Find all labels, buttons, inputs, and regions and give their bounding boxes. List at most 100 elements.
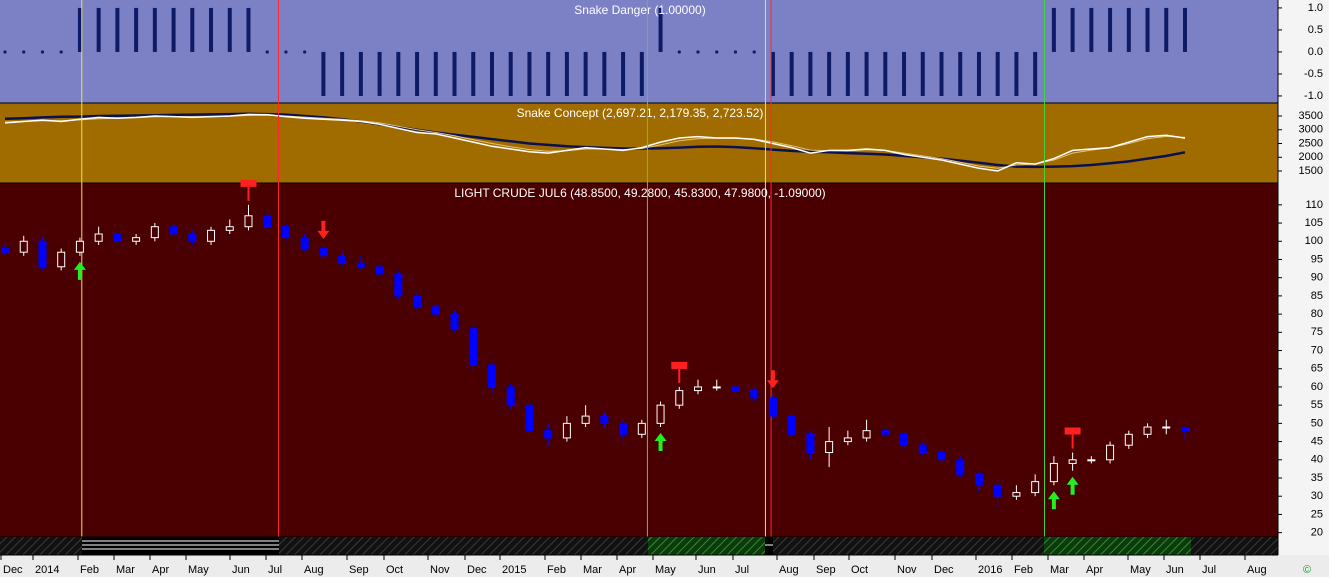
candle-body bbox=[974, 473, 983, 486]
danger-bar bbox=[77, 7, 82, 52]
danger-bar bbox=[1126, 7, 1131, 52]
danger-dot bbox=[3, 50, 7, 54]
danger-bar bbox=[864, 51, 869, 96]
candle-body bbox=[394, 273, 403, 297]
candle-body bbox=[469, 328, 478, 366]
candle-body bbox=[75, 240, 84, 253]
y-tick-label: -0.5 bbox=[1304, 68, 1323, 80]
danger-bar bbox=[639, 51, 644, 96]
danger-bar bbox=[190, 7, 195, 52]
danger-bar bbox=[321, 51, 326, 96]
y-tick-label: 3500 bbox=[1299, 110, 1323, 122]
candle-body bbox=[506, 386, 515, 406]
y-tick-label: 30 bbox=[1311, 490, 1323, 502]
candle-body bbox=[881, 430, 890, 435]
x-tick-label: Sep bbox=[349, 564, 369, 576]
exit-box bbox=[240, 179, 257, 187]
danger-bar bbox=[1033, 51, 1038, 96]
candle-body bbox=[38, 240, 47, 268]
danger-bar bbox=[658, 7, 663, 52]
danger-bar bbox=[134, 7, 139, 52]
candle-body bbox=[1106, 444, 1115, 461]
exit-flag bbox=[240, 179, 257, 201]
danger-bar bbox=[1182, 7, 1187, 52]
candle-body bbox=[94, 233, 103, 242]
concept-line bbox=[4, 113, 1186, 172]
danger-bar bbox=[115, 7, 120, 52]
x-tick-label: Mar bbox=[1050, 564, 1069, 576]
candle-body bbox=[225, 226, 234, 231]
danger-dot bbox=[22, 50, 26, 54]
candle-body bbox=[937, 452, 946, 461]
candle-body bbox=[768, 397, 777, 417]
candle-body bbox=[862, 430, 871, 439]
candle-body bbox=[431, 306, 440, 315]
danger-dot bbox=[696, 50, 700, 54]
y-tick-label: 50 bbox=[1311, 417, 1323, 429]
panel-title: Snake Concept (2,697.21, 2,179.35, 2,723… bbox=[517, 106, 764, 120]
x-tick-label: Dec bbox=[3, 564, 23, 576]
danger-dot bbox=[752, 50, 756, 54]
danger-bar bbox=[1164, 7, 1169, 52]
x-tick-label: Jul bbox=[268, 564, 282, 576]
danger-bar bbox=[808, 51, 813, 96]
danger-bar bbox=[1089, 7, 1094, 52]
candle-body bbox=[1124, 433, 1133, 446]
danger-bar bbox=[920, 51, 925, 96]
candle-body bbox=[1068, 459, 1077, 464]
candle-body bbox=[19, 240, 28, 253]
candle-body bbox=[562, 422, 571, 439]
candle-body bbox=[900, 433, 909, 446]
strip-segment bbox=[648, 537, 765, 555]
x-tick-label: Feb bbox=[80, 564, 99, 576]
y-tick-label: 60 bbox=[1311, 381, 1323, 393]
candle-body bbox=[712, 386, 721, 389]
strip-segment bbox=[765, 537, 773, 555]
danger-bar bbox=[96, 7, 101, 52]
candle-body bbox=[694, 386, 703, 392]
candle-body bbox=[450, 313, 459, 330]
state-strip bbox=[0, 537, 1278, 555]
y-tick-label: 65 bbox=[1311, 363, 1323, 375]
exit-box bbox=[671, 361, 688, 369]
danger-dot bbox=[59, 50, 63, 54]
candle-body bbox=[637, 422, 646, 435]
x-tick-label: Feb bbox=[1014, 564, 1033, 576]
candle-body bbox=[1049, 462, 1058, 483]
y-tick-label: 3000 bbox=[1299, 124, 1323, 136]
x-tick-label: Mar bbox=[116, 564, 135, 576]
candle-body bbox=[338, 255, 347, 264]
concept-line bbox=[4, 112, 1186, 169]
y-tick-label: 90 bbox=[1311, 272, 1323, 284]
strip-segment bbox=[1044, 537, 1191, 555]
danger-bar bbox=[939, 51, 944, 96]
candle-body bbox=[993, 484, 1002, 497]
x-tick-label: Aug bbox=[304, 564, 324, 576]
danger-dot bbox=[284, 50, 288, 54]
x-tick-label: May bbox=[188, 564, 209, 576]
danger-bar bbox=[995, 51, 1000, 96]
y-tick-label: 85 bbox=[1311, 290, 1323, 302]
sell-arrow bbox=[317, 220, 330, 239]
danger-bar bbox=[564, 51, 569, 96]
y-tick-label: 100 bbox=[1305, 235, 1323, 247]
strip-segment bbox=[82, 537, 279, 555]
candle-body bbox=[169, 226, 178, 235]
danger-bar bbox=[452, 51, 457, 96]
copyright: © bbox=[1303, 564, 1311, 576]
y-tick-label: 55 bbox=[1311, 399, 1323, 411]
candle-body bbox=[1143, 426, 1152, 435]
strip-background bbox=[0, 537, 1278, 555]
candle-body bbox=[150, 226, 159, 239]
x-tick-label: 2015 bbox=[502, 564, 526, 576]
danger-bar bbox=[527, 51, 532, 96]
y-tick-label: 75 bbox=[1311, 326, 1323, 338]
danger-bar bbox=[1051, 7, 1056, 52]
panel-title: LIGHT CRUDE JUL6 (48.8500, 49.2800, 45.8… bbox=[454, 186, 825, 200]
x-tick-label: Feb bbox=[547, 564, 566, 576]
x-tick-label: Aug bbox=[779, 564, 799, 576]
candle-body bbox=[843, 437, 852, 443]
candle-body bbox=[619, 422, 628, 435]
y-tick-label: 35 bbox=[1311, 472, 1323, 484]
